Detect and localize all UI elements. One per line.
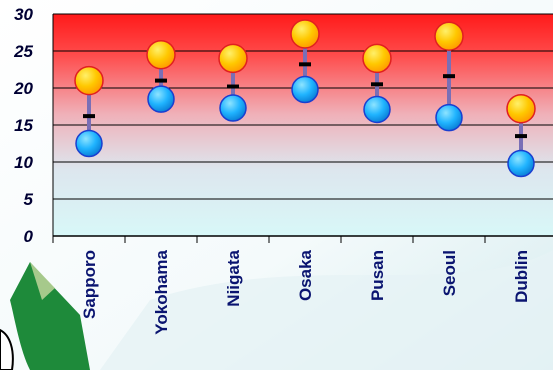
decor-white-shape (0, 328, 14, 370)
background-swoosh (100, 250, 553, 370)
x-tick-label: Niigata (224, 249, 243, 306)
y-tick-label: 20 (13, 79, 33, 98)
y-axis: 0 5 10 15 20 25 30 (13, 5, 54, 246)
y-tick-label: 30 (14, 5, 33, 24)
x-tick-label: Seoul (440, 250, 459, 296)
high-marker (434, 21, 464, 51)
y-tick-label: 5 (24, 190, 34, 209)
low-marker (435, 103, 463, 132)
x-tick-label: Osaka (296, 249, 315, 301)
low-marker (291, 75, 319, 104)
high-marker (290, 19, 320, 49)
high-marker (146, 39, 176, 70)
x-tick-label: Dublin (512, 250, 531, 303)
low-marker (363, 95, 391, 124)
y-tick-label: 0 (24, 227, 34, 246)
low-marker (219, 94, 247, 122)
low-marker (75, 129, 103, 158)
x-tick-label: Pusan (368, 250, 387, 301)
x-tick-label: Sapporo (80, 250, 99, 319)
data-series (74, 19, 536, 178)
x-axis: Sapporo Yokohama Niigata Osaka Pusan Seoul Dub… (52, 235, 553, 335)
decor-green-leaf (10, 262, 90, 370)
high-marker (74, 65, 104, 96)
y-tick-label: 10 (14, 153, 33, 172)
high-marker (218, 43, 248, 74)
low-marker (507, 149, 535, 178)
y-tick-label: 15 (14, 116, 33, 135)
high-marker (362, 43, 392, 74)
high-marker (506, 93, 536, 124)
decor-leaf-highlight (30, 262, 55, 300)
x-tick-label: Yokohama (152, 249, 171, 334)
y-tick-label: 25 (13, 42, 33, 61)
low-marker (147, 85, 175, 113)
